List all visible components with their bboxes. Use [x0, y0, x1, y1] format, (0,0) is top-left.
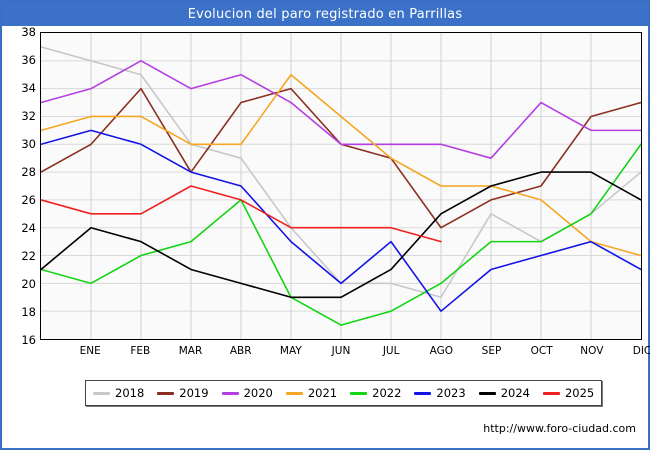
legend-label: 2021	[307, 386, 338, 400]
x-axis: ENE FEB MAR ABR MAY JUN JUL AGO SEP OCT NOV DIC	[40, 342, 650, 366]
series-lines	[41, 46, 641, 326]
legend-item-2025[interactable]: 2025	[542, 386, 595, 400]
y-axis-tick-label: 18	[21, 305, 36, 319]
x-axis-tick-label: OCT	[530, 345, 553, 357]
x-axis-tick-label: AGO	[429, 345, 454, 357]
y-axis: 16 18 20 22 24 26 28 30 32 34 36 38	[2, 25, 40, 347]
x-axis-tick-label: ENE	[79, 345, 101, 357]
legend-label: 2024	[500, 386, 530, 400]
y-axis-tick-label: 20	[21, 277, 36, 291]
series-2025	[41, 185, 442, 243]
legend-item-2019[interactable]: 2019	[157, 386, 209, 400]
x-axis-tick-label: ABR	[229, 345, 252, 357]
window-title-bar: Evolucion del paro registrado en Parrill…	[2, 2, 648, 26]
y-axis-tick-label: 34	[21, 81, 36, 95]
legend-color-swatch-icon	[157, 391, 175, 395]
chart-legend: 2018 2019 2020 2021 2022 2023 2024 2025	[85, 380, 603, 406]
legend-item-2020[interactable]: 2020	[221, 386, 273, 400]
legend-color-swatch-icon	[542, 391, 560, 395]
plot-area-wrapper: 16 18 20 22 24 26 28 30 32 34 36 38 ENE FEB MAR ABR MAY…	[2, 25, 650, 357]
legend-label: 2018	[115, 386, 145, 400]
legend-color-swatch-icon	[414, 391, 432, 395]
y-axis-tick-label: 38	[21, 25, 36, 39]
legend-item-2024[interactable]: 2024	[478, 386, 530, 400]
legend-item-2018[interactable]: 2018	[93, 386, 144, 400]
x-axis-tick-label: JUL	[382, 345, 400, 357]
x-axis-tick-label: FEB	[130, 345, 151, 357]
legend-item-2022[interactable]: 2022	[350, 386, 401, 400]
y-axis-tick-label: 22	[21, 249, 36, 263]
series-2020	[41, 60, 641, 159]
plot-area	[40, 32, 642, 340]
y-axis-tick-label: 24	[21, 221, 36, 235]
source-url: http://www.foro-ciudad.com	[483, 422, 636, 435]
x-axis-tick-label: JUN	[331, 345, 351, 357]
legend-label: 2025	[564, 386, 595, 400]
x-axis-tick-label: MAY	[279, 345, 302, 357]
series-2024	[41, 171, 641, 299]
y-axis-tick-label: 26	[21, 193, 36, 207]
legend-item-2023[interactable]: 2023	[414, 386, 466, 400]
x-axis-tick-label: DIC	[632, 345, 650, 357]
x-axis-tick-label: SEP	[481, 345, 502, 357]
legend-color-swatch-icon	[478, 391, 496, 395]
legend-color-swatch-icon	[350, 391, 368, 395]
y-axis-tick-label: 32	[21, 109, 36, 123]
legend-color-swatch-icon	[285, 391, 303, 395]
legend-item-2021[interactable]: 2021	[285, 386, 338, 400]
x-axis-tick-label: MAR	[178, 345, 203, 357]
legend-label: 2019	[179, 386, 209, 400]
series-2019	[41, 87, 641, 229]
x-axis-tick-label: NOV	[580, 345, 604, 357]
legend-label: 2022	[372, 386, 402, 400]
page-title: Evolucion del paro registrado en Parrill…	[187, 6, 463, 22]
y-axis-tick-label: 30	[21, 137, 36, 151]
y-axis-tick-label: 28	[21, 165, 36, 179]
legend-label: 2023	[436, 386, 466, 400]
series-2023	[41, 129, 641, 312]
legend-color-swatch-icon	[93, 391, 110, 395]
series-2021	[41, 73, 641, 257]
legend-label: 2020	[243, 386, 273, 400]
y-axis-tick-label: 16	[21, 333, 36, 347]
y-axis-tick-label: 36	[21, 53, 36, 67]
legend-color-swatch-icon	[221, 391, 239, 395]
series-2022	[41, 143, 641, 326]
